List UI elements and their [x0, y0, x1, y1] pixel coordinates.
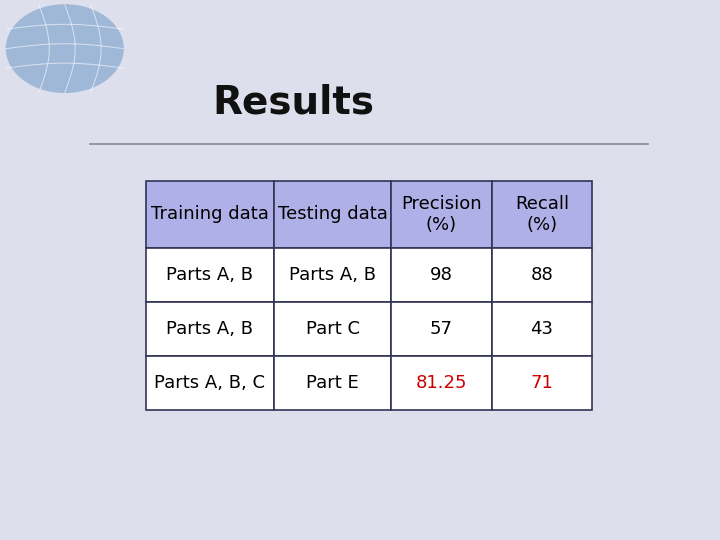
FancyBboxPatch shape	[392, 248, 492, 302]
Text: Testing data: Testing data	[278, 206, 387, 224]
FancyBboxPatch shape	[492, 356, 592, 410]
FancyBboxPatch shape	[392, 181, 492, 248]
FancyBboxPatch shape	[492, 302, 592, 356]
FancyBboxPatch shape	[145, 248, 274, 302]
FancyBboxPatch shape	[145, 181, 274, 248]
FancyBboxPatch shape	[145, 302, 274, 356]
Text: Recall
(%): Recall (%)	[515, 195, 569, 234]
FancyBboxPatch shape	[392, 356, 492, 410]
Circle shape	[6, 5, 123, 92]
FancyBboxPatch shape	[145, 356, 274, 410]
Text: Parts A, B: Parts A, B	[166, 320, 253, 338]
Text: Part C: Part C	[306, 320, 360, 338]
Text: Parts A, B: Parts A, B	[289, 266, 377, 284]
Text: Parts A, B: Parts A, B	[166, 266, 253, 284]
Text: Precision
(%): Precision (%)	[401, 195, 482, 234]
FancyBboxPatch shape	[274, 248, 392, 302]
Text: Results: Results	[213, 83, 374, 121]
Text: Training data: Training data	[151, 206, 269, 224]
Text: Parts A, B, C: Parts A, B, C	[155, 374, 266, 392]
Text: 88: 88	[531, 266, 554, 284]
FancyBboxPatch shape	[492, 181, 592, 248]
FancyBboxPatch shape	[274, 181, 392, 248]
FancyBboxPatch shape	[492, 248, 592, 302]
Text: Part E: Part E	[306, 374, 359, 392]
Text: 98: 98	[430, 266, 453, 284]
Text: 57: 57	[430, 320, 453, 338]
Text: 81.25: 81.25	[415, 374, 467, 392]
FancyBboxPatch shape	[274, 356, 392, 410]
Text: 43: 43	[531, 320, 554, 338]
FancyBboxPatch shape	[392, 302, 492, 356]
Text: 71: 71	[531, 374, 554, 392]
FancyBboxPatch shape	[274, 302, 392, 356]
